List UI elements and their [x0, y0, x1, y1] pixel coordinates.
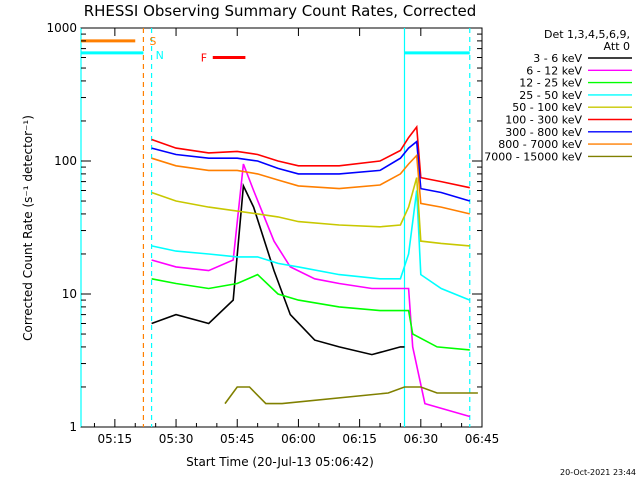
y-tick-label-2: 100 — [54, 154, 77, 168]
series-line-3 — [151, 190, 471, 301]
series-line-4 — [151, 177, 470, 247]
series-line-6 — [151, 140, 471, 202]
legend-label-6: 300 - 800 keV — [505, 126, 582, 139]
series-line-0 — [151, 182, 405, 356]
y-tick-label-3: 1000 — [46, 21, 77, 35]
axis-layer: 05:15 05:30 05:45 06:00 06:15 06:30 06:45 1 10 10… — [46, 21, 499, 446]
x-tick-label-2: 05:45 — [220, 432, 255, 446]
y-axis-label: Corrected Count Rate (s⁻¹ detector⁻¹) — [21, 115, 35, 341]
legend-label-8: 7000 - 15000 keV — [484, 150, 582, 163]
x-tick-label-1: 05:30 — [159, 432, 194, 446]
y-tick-label-1: 10 — [62, 287, 77, 301]
legend-label-3: 25 - 50 keV — [519, 89, 582, 102]
legend-label-4: 50 - 100 keV — [512, 101, 582, 114]
plot-layer: SN F — [80, 28, 478, 427]
series-line-8 — [224, 386, 478, 405]
series-line-7 — [151, 153, 470, 215]
legend-label-7: 800 - 7000 keV — [498, 138, 582, 151]
x-tick-label-4: 06:15 — [342, 432, 377, 446]
x-tick-label-3: 06:00 — [281, 432, 316, 446]
legend-header-1: Det 1,3,4,5,6,9, — [544, 28, 630, 41]
plot-frame — [80, 27, 483, 428]
series-line-5 — [151, 124, 470, 189]
series-line-2 — [151, 273, 470, 351]
x-tick-label-0: 05:15 — [98, 432, 133, 446]
legend-label-0: 3 - 6 keV — [533, 52, 582, 65]
flag-label-S: S — [149, 35, 156, 48]
legend-header-2: Att 0 — [604, 40, 630, 53]
series-line-1 — [151, 163, 471, 418]
legend-label-5: 100 - 300 keV — [505, 114, 582, 127]
x-tick-label-6: 06:45 — [465, 432, 500, 446]
flag-label-N: N — [156, 49, 164, 62]
legend-label-1: 6 - 12 keV — [526, 64, 582, 77]
y-tick-label-0: 1 — [69, 420, 77, 434]
chart-title: RHESSI Observing Summary Count Rates, Co… — [84, 2, 477, 20]
x-tick-label-5: 06:30 — [404, 432, 439, 446]
legend-label-2: 12 - 25 keV — [519, 77, 582, 90]
timestamp: 20-Oct-2021 23:44 — [560, 468, 636, 477]
x-axis-label: Start Time (20-Jul-13 05:06:42) — [186, 455, 374, 469]
flag-label-F: F — [201, 52, 207, 65]
